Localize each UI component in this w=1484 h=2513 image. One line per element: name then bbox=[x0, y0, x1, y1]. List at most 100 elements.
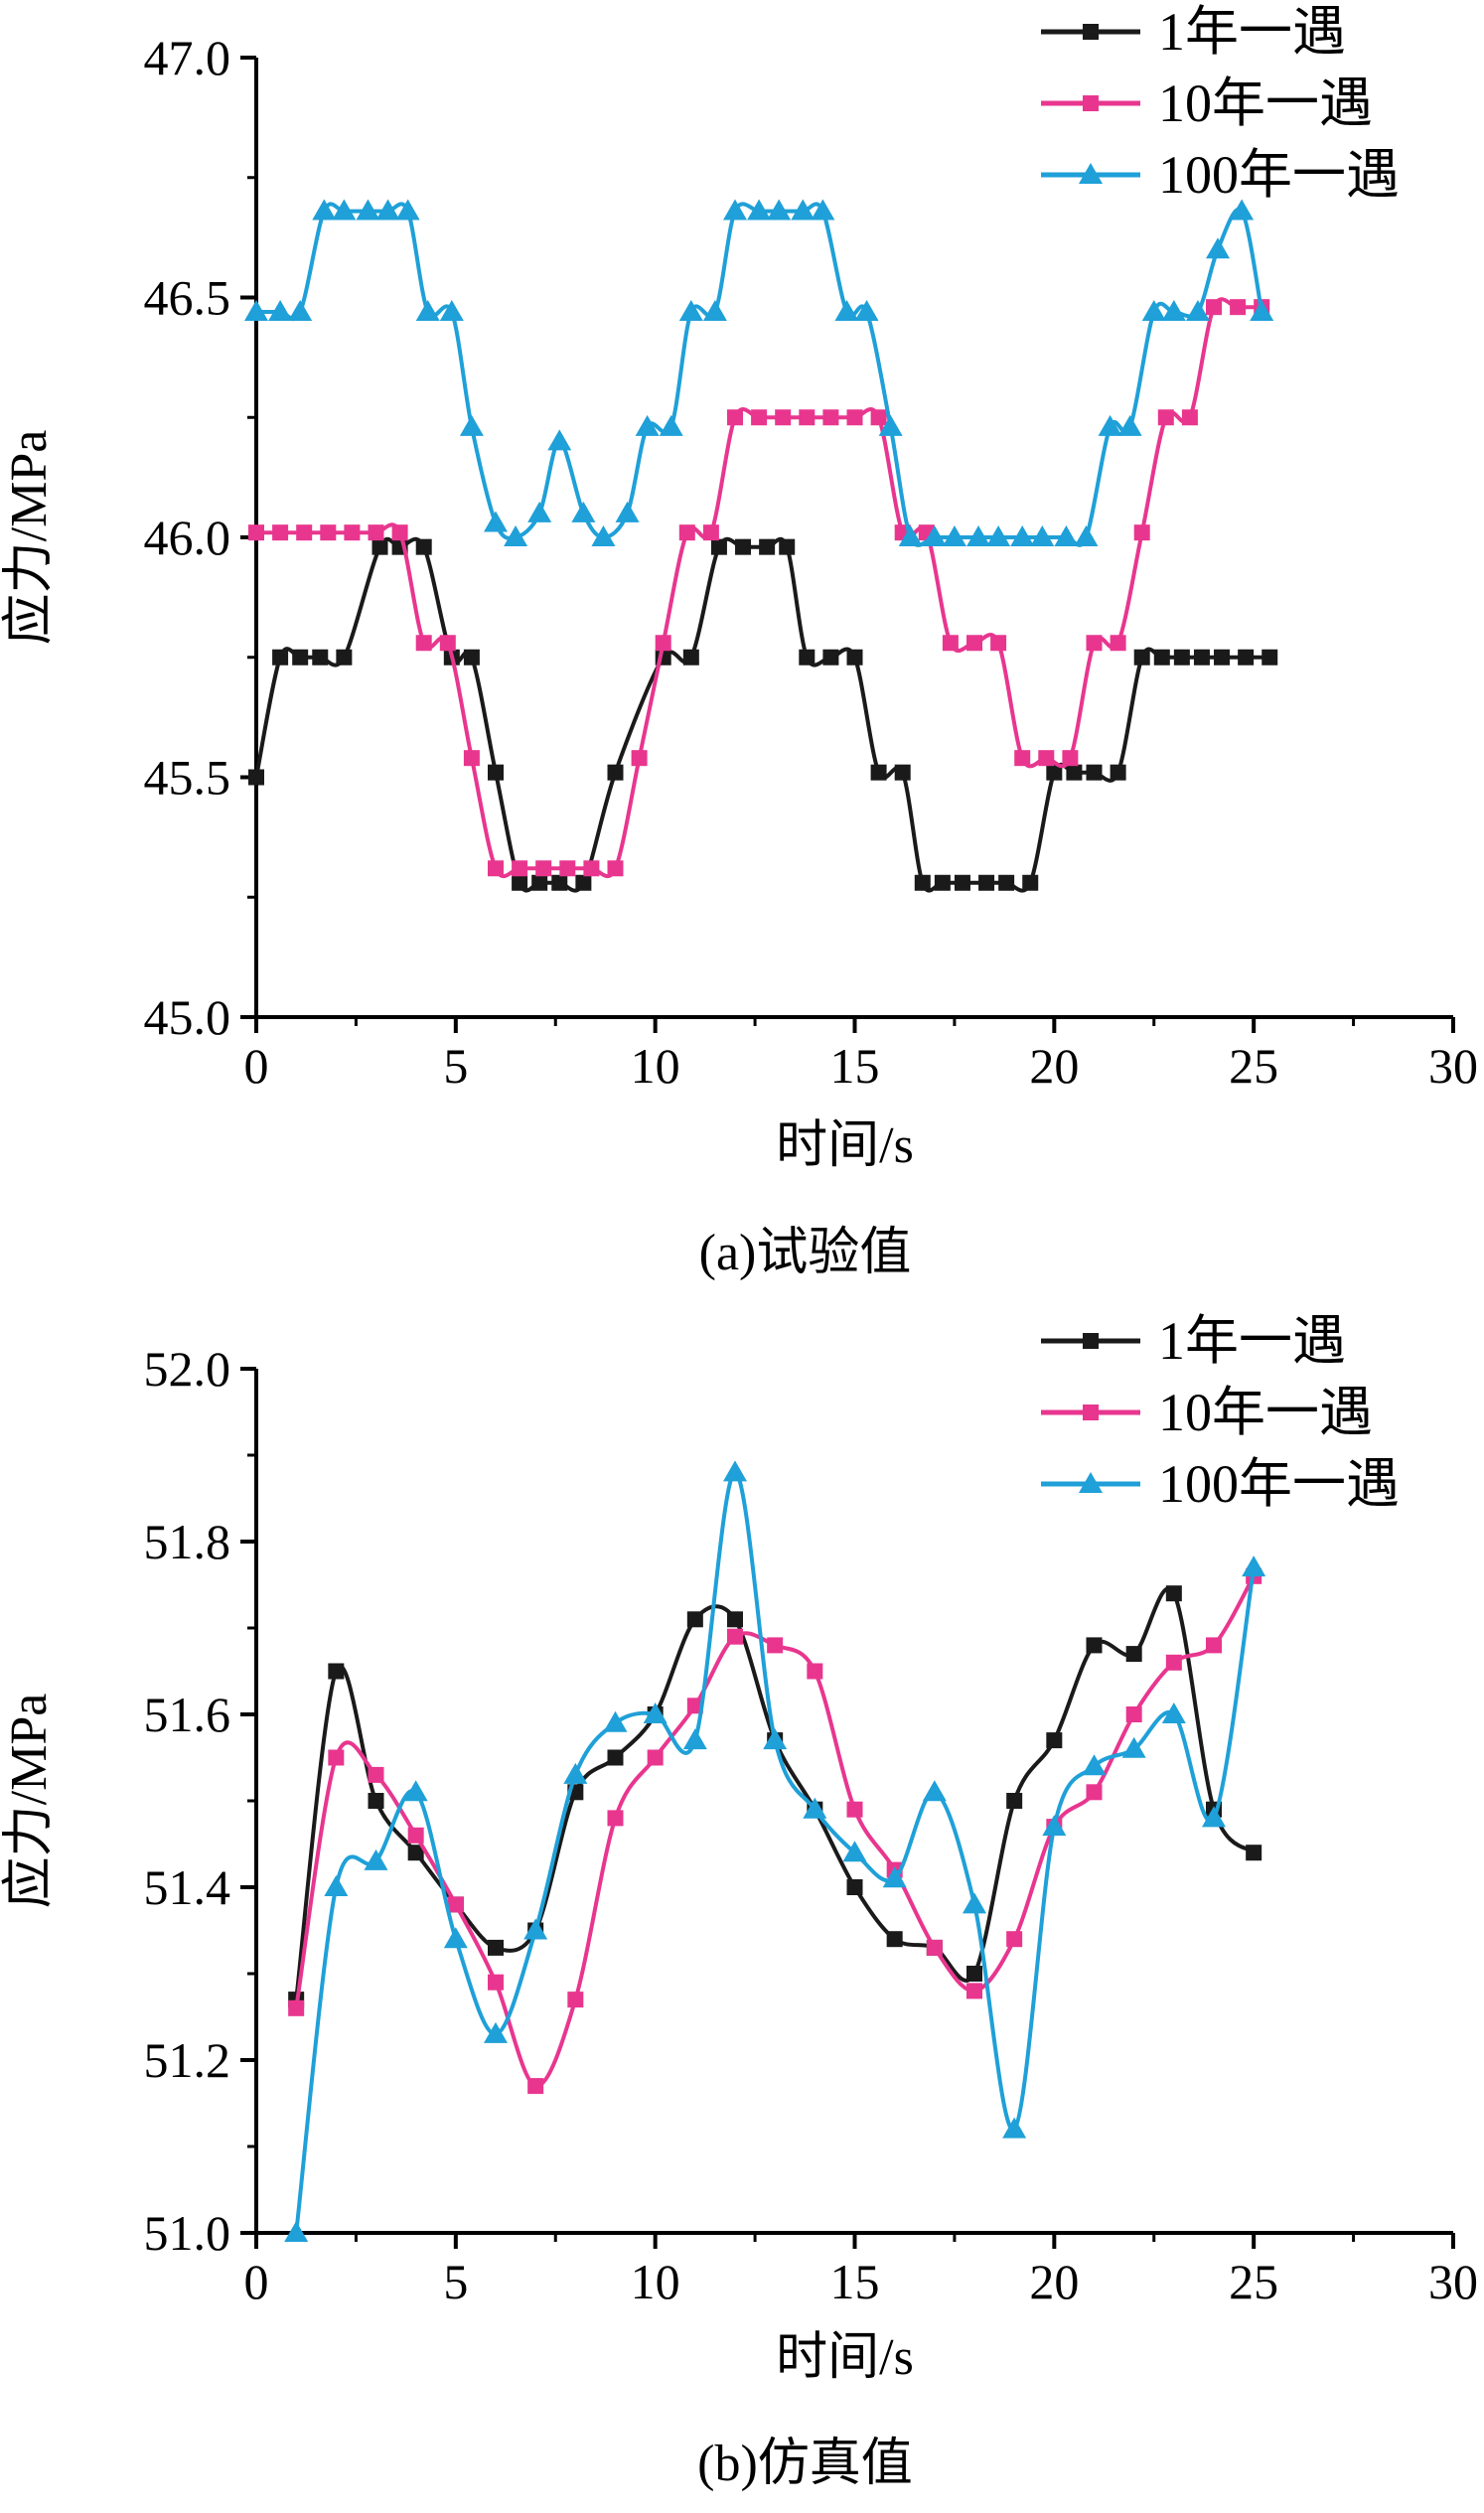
series-2 bbox=[288, 1567, 1262, 2095]
legend-item: 10年一遇 bbox=[1041, 74, 1373, 133]
x-tick-label: 10 bbox=[631, 1038, 680, 1094]
y-tick-label: 47.0 bbox=[144, 30, 231, 85]
data-point bbox=[1086, 1637, 1103, 1654]
data-point bbox=[846, 1879, 863, 1895]
series-2 bbox=[248, 297, 1270, 879]
data-point bbox=[635, 414, 660, 436]
data-point bbox=[978, 874, 995, 891]
data-point bbox=[1153, 649, 1170, 665]
data-point bbox=[1206, 1637, 1222, 1654]
data-point bbox=[248, 769, 264, 786]
data-point bbox=[332, 199, 357, 221]
data-point bbox=[403, 1780, 428, 1802]
data-point bbox=[547, 429, 572, 451]
data-point bbox=[371, 538, 388, 555]
data-point bbox=[1086, 1784, 1103, 1801]
data-point bbox=[591, 525, 616, 546]
data-point bbox=[368, 1766, 384, 1783]
data-point bbox=[1002, 2117, 1027, 2139]
data-point bbox=[1157, 409, 1174, 426]
data-point bbox=[1117, 414, 1142, 436]
data-point bbox=[1202, 1806, 1226, 1828]
y-tick-label: 45.5 bbox=[144, 750, 231, 806]
data-point bbox=[702, 524, 719, 541]
y-tick-label: 51.8 bbox=[144, 1514, 231, 1569]
data-point bbox=[527, 2078, 544, 2095]
series-3 bbox=[284, 1460, 1266, 2242]
data-point bbox=[710, 538, 727, 555]
data-point bbox=[682, 1728, 707, 1750]
data-point bbox=[846, 409, 863, 426]
data-point bbox=[488, 1974, 504, 1991]
legend-item: 1年一遇 bbox=[1041, 2, 1346, 62]
data-point bbox=[272, 524, 289, 541]
data-point bbox=[834, 299, 859, 321]
data-point bbox=[364, 1848, 388, 1870]
x-tick-label: 20 bbox=[1029, 1038, 1079, 1094]
data-point bbox=[1110, 635, 1126, 652]
data-point bbox=[723, 1460, 747, 1482]
legend-marker bbox=[1079, 163, 1103, 184]
data-point bbox=[966, 525, 991, 546]
data-point bbox=[763, 1728, 788, 1750]
data-point bbox=[643, 1702, 668, 1723]
data-point bbox=[463, 750, 480, 767]
data-point bbox=[727, 1611, 743, 1628]
x-tick-label: 20 bbox=[1029, 2254, 1079, 2309]
y-tick-label: 46.0 bbox=[144, 510, 231, 565]
legend-item: 100年一遇 bbox=[1041, 145, 1400, 205]
data-point bbox=[415, 299, 440, 321]
data-point bbox=[1242, 1555, 1266, 1577]
data-point bbox=[870, 764, 887, 781]
y-tick-label: 46.5 bbox=[144, 270, 231, 326]
data-point bbox=[344, 524, 361, 541]
data-point bbox=[990, 635, 1007, 652]
data-point bbox=[563, 1762, 588, 1784]
chart-panel-a: 45.0 45.5 46.0 46.5 47.0 0 5 10 15 20 25 30 应力/MPa 时间… bbox=[1, 2, 1478, 1281]
data-point bbox=[886, 1931, 903, 1948]
x-tick-label: 0 bbox=[244, 1038, 269, 1094]
data-point bbox=[1250, 299, 1274, 321]
data-point bbox=[488, 1939, 504, 1956]
data-point bbox=[324, 1875, 349, 1896]
data-point bbox=[846, 649, 863, 665]
legend-label: 10年一遇 bbox=[1158, 74, 1373, 133]
data-point bbox=[567, 1992, 584, 2008]
data-point bbox=[686, 1698, 703, 1714]
data-point bbox=[682, 649, 699, 665]
data-point bbox=[1022, 874, 1039, 891]
data-point bbox=[655, 635, 671, 652]
series-line bbox=[294, 1470, 1257, 2234]
series-line bbox=[256, 202, 1264, 547]
data-point bbox=[328, 1749, 345, 1766]
y-tick-label: 51.4 bbox=[144, 1859, 231, 1915]
data-point bbox=[575, 874, 592, 891]
data-point bbox=[244, 299, 268, 321]
data-point bbox=[1214, 649, 1231, 665]
data-point bbox=[312, 649, 329, 665]
data-point bbox=[767, 199, 792, 221]
data-point bbox=[934, 874, 951, 891]
data-point bbox=[531, 874, 548, 891]
data-point bbox=[894, 764, 911, 781]
data-point bbox=[447, 1896, 464, 1913]
data-point bbox=[356, 199, 380, 221]
data-point bbox=[686, 1611, 703, 1628]
data-point bbox=[375, 199, 400, 221]
data-point bbox=[1006, 1931, 1023, 1948]
data-point bbox=[1133, 524, 1150, 541]
data-point bbox=[1125, 1706, 1142, 1722]
data-point bbox=[296, 524, 313, 541]
legend-label: 10年一遇 bbox=[1158, 1383, 1373, 1442]
data-point bbox=[1030, 525, 1055, 546]
data-point bbox=[1121, 1736, 1146, 1758]
panel-caption: (a)试验值 bbox=[699, 1225, 912, 1281]
data-point bbox=[395, 199, 420, 221]
data-point bbox=[1110, 764, 1126, 781]
data-point bbox=[727, 1628, 743, 1645]
data-point bbox=[842, 1841, 867, 1862]
data-point bbox=[488, 764, 504, 781]
data-point bbox=[878, 414, 903, 436]
legend-item: 10年一遇 bbox=[1041, 1383, 1373, 1442]
